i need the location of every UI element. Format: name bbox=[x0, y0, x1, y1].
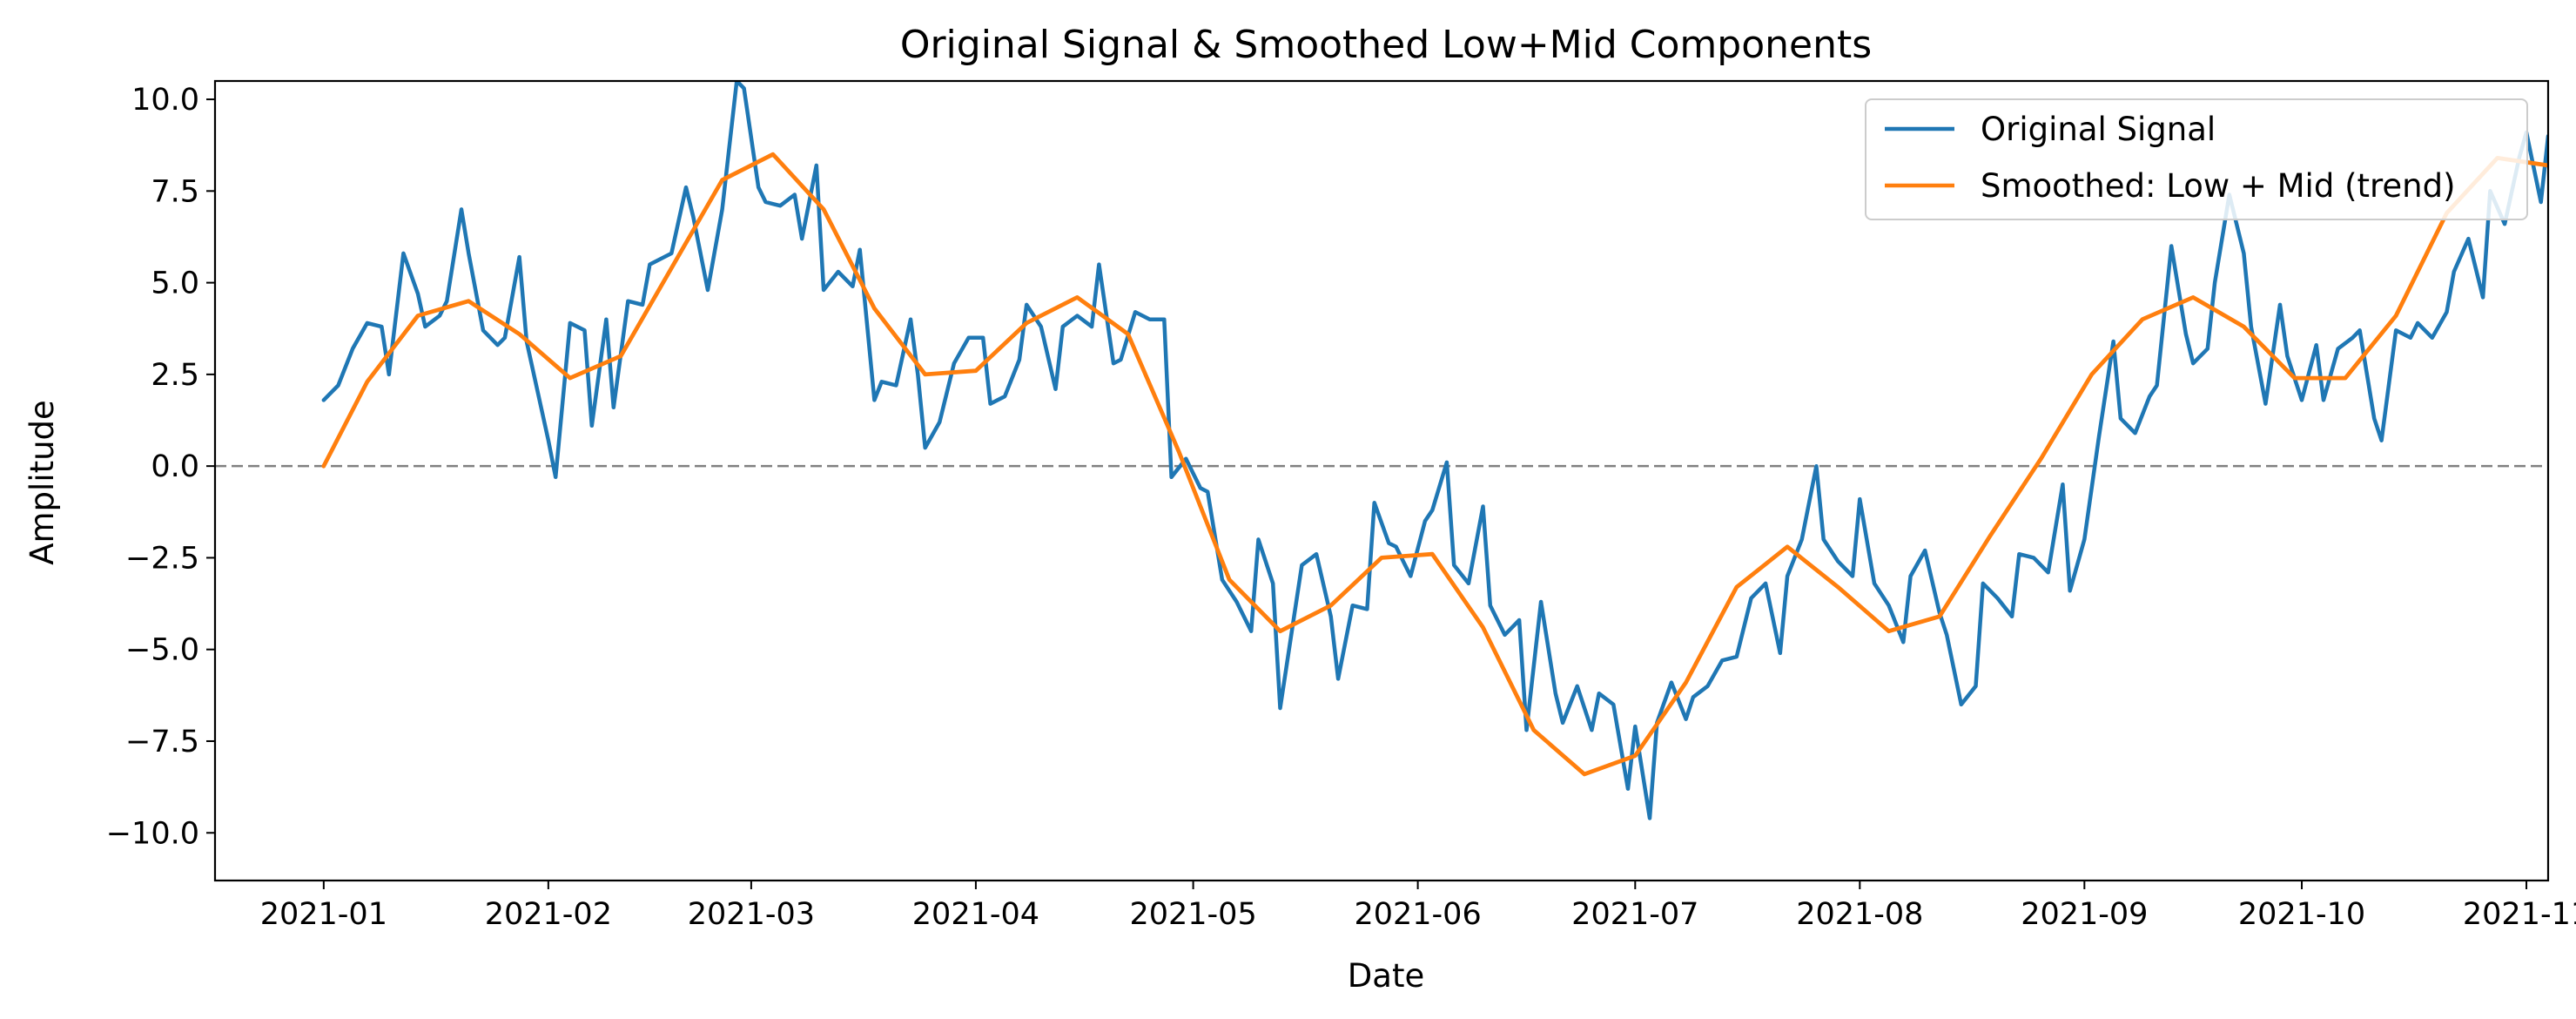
y-tick-label: −7.5 bbox=[125, 725, 199, 759]
x-tick-label: 2021-05 bbox=[1129, 897, 1256, 932]
x-tick-label: 2021-04 bbox=[912, 897, 1039, 932]
x-axis: 2021-01 2021-02 2021-03 2021-04 2021-05 2021-… bbox=[260, 881, 2576, 932]
x-tick-label: 2021-09 bbox=[2021, 897, 2148, 932]
y-tick-label: 0.0 bbox=[151, 449, 199, 484]
original-signal-line bbox=[321, 81, 2548, 820]
y-tick-label: 7.5 bbox=[151, 174, 199, 209]
chart-title: Original Signal & Smoothed Low+Mid Compo… bbox=[900, 23, 1872, 67]
legend-frame bbox=[1865, 98, 2528, 220]
plot-clip-group bbox=[215, 81, 2548, 820]
y-tick-label: 2.5 bbox=[151, 358, 199, 393]
y-axis: 10.0 7.5 5.0 2.5 0.0 −2.5 −5.0 −7.5 −10.0 bbox=[106, 83, 215, 851]
x-tick-label: 2021-03 bbox=[688, 897, 815, 932]
x-tick-label: 2021-01 bbox=[260, 897, 387, 932]
smoothed-trend-line bbox=[321, 152, 2548, 777]
y-axis-title: Amplitude bbox=[24, 400, 61, 565]
x-tick-label: 2021-10 bbox=[2238, 897, 2365, 932]
y-tick-label: −5.0 bbox=[125, 633, 199, 668]
y-tick-label: 5.0 bbox=[151, 267, 199, 301]
legend: Original Signal Smoothed: Low + Mid (tre… bbox=[1865, 98, 2528, 220]
legend-label-original-signal: Original Signal bbox=[1981, 111, 2216, 148]
x-tick-label: 2021-08 bbox=[1796, 897, 1923, 932]
x-tick-label: 2021-02 bbox=[485, 897, 612, 932]
x-tick-label: 2021-07 bbox=[1571, 897, 1698, 932]
x-tick-label: 2021-11 bbox=[2463, 897, 2576, 932]
y-tick-label: −2.5 bbox=[125, 541, 199, 576]
y-tick-label: 10.0 bbox=[131, 83, 199, 118]
plot-area bbox=[215, 81, 2548, 820]
plot-frame bbox=[213, 79, 2550, 882]
legend-label-smoothed-trend: Smoothed: Low + Mid (trend) bbox=[1981, 167, 2456, 205]
x-axis-title: Date bbox=[1348, 957, 1424, 995]
x-tick-label: 2021-06 bbox=[1354, 897, 1481, 932]
y-tick-label: −10.0 bbox=[106, 816, 199, 851]
